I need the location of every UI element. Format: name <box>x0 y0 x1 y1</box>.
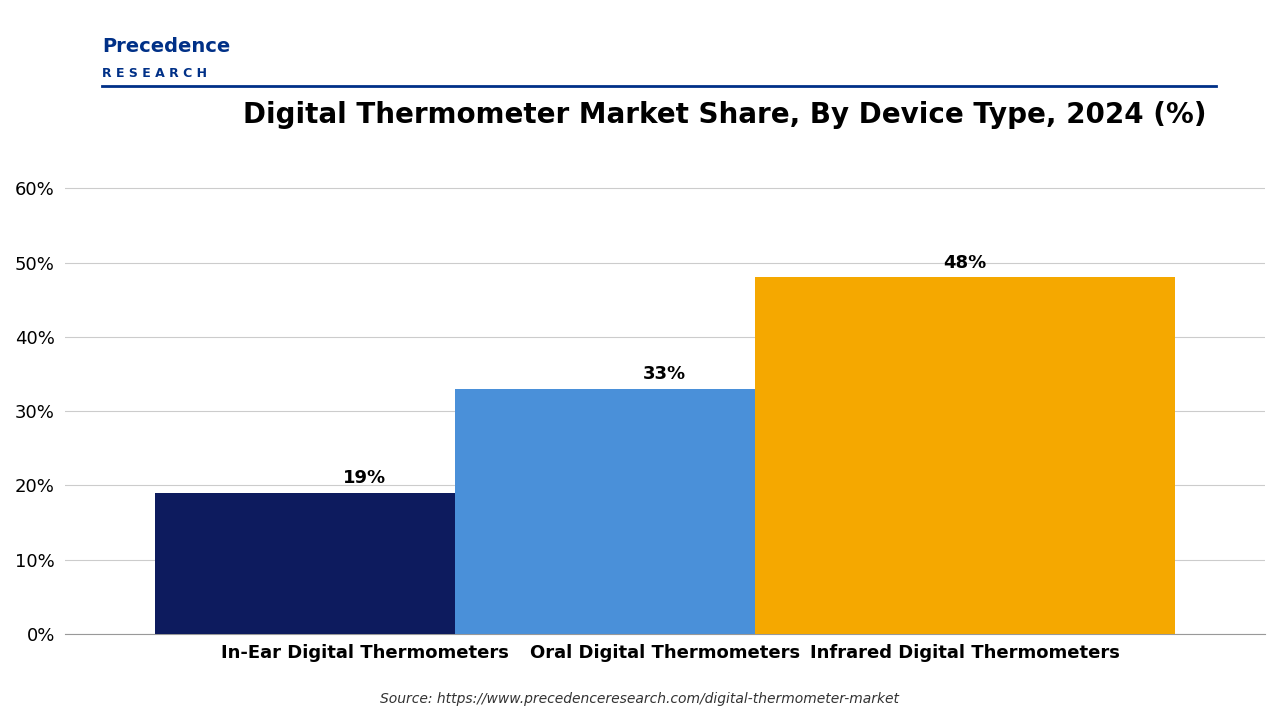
Text: Precedence: Precedence <box>102 37 230 56</box>
Text: R E S E A R C H: R E S E A R C H <box>102 67 207 80</box>
Bar <box>454 389 874 634</box>
Text: 33%: 33% <box>644 365 686 383</box>
Text: Source: https://www.precedenceresearch.com/digital-thermometer-market: Source: https://www.precedenceresearch.c… <box>380 692 900 706</box>
Bar <box>155 493 575 634</box>
Title: Digital Thermometer Market Share, By Device Type, 2024 (%): Digital Thermometer Market Share, By Dev… <box>243 102 1207 130</box>
Text: 19%: 19% <box>343 469 387 487</box>
Text: 48%: 48% <box>943 253 987 271</box>
Bar <box>755 277 1175 634</box>
